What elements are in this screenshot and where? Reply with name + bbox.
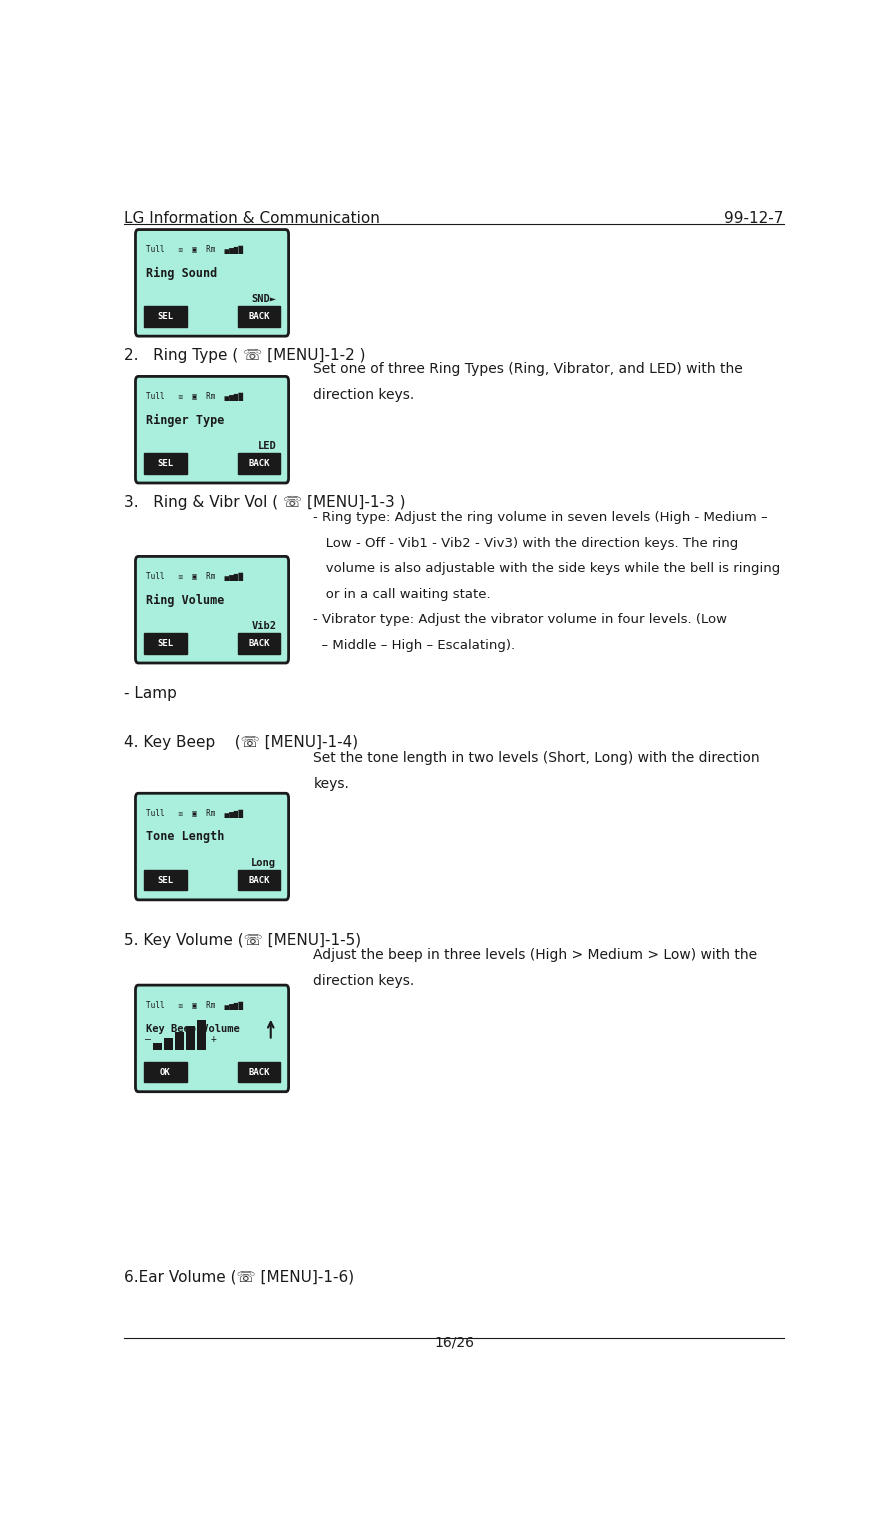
Text: +: + [211,1034,217,1044]
Text: SND►: SND► [252,294,276,305]
Text: BACK: BACK [248,312,269,321]
Text: - Vibrator type: Adjust the vibrator volume in four levels. (Low: - Vibrator type: Adjust the vibrator vol… [314,614,727,626]
Text: 6.Ear Volume (☏ [MENU]-1-6): 6.Ear Volume (☏ [MENU]-1-6) [124,1269,354,1284]
Text: – Middle – High – Escalating).: – Middle – High – Escalating). [314,638,516,652]
Text: Long: Long [252,858,276,867]
Text: LG Information & Communication: LG Information & Communication [124,211,380,226]
Bar [144,871,187,891]
Text: Key Beep Volume: Key Beep Volume [146,1024,240,1034]
Bar [198,1020,206,1050]
Bar [186,1026,195,1050]
Text: Ring Sound: Ring Sound [146,266,218,280]
Text: 4. Key Beep    (☏ [MENU]-1-4): 4. Key Beep (☏ [MENU]-1-4) [124,735,359,751]
Text: Set one of three Ring Types (Ring, Vibrator, and LED) with the: Set one of three Ring Types (Ring, Vibra… [314,363,743,377]
Text: 16/26: 16/26 [434,1337,474,1350]
FancyBboxPatch shape [136,377,289,483]
Text: - Ring type: Adjust the ring volume in seven levels (High - Medium –: - Ring type: Adjust the ring volume in s… [314,512,768,524]
Text: Tull   ☒  ▣  Rm  ▄▅▆▇: Tull ☒ ▣ Rm ▄▅▆▇ [146,392,244,401]
Text: SEL: SEL [157,458,173,468]
Text: LED: LED [258,441,276,451]
Bar [237,1061,280,1083]
FancyBboxPatch shape [136,986,289,1092]
Bar [164,1038,173,1050]
Text: Ring Volume: Ring Volume [146,594,225,606]
Text: Adjust the beep in three levels (High > Medium > Low) with the: Adjust the beep in three levels (High > … [314,949,758,963]
Text: BACK: BACK [248,875,269,884]
Bar [237,634,280,654]
Text: BACK: BACK [248,638,269,647]
Text: direction keys.: direction keys. [314,388,415,403]
Text: BACK: BACK [248,458,269,468]
Text: Set the tone length in two levels (Short, Long) with the direction: Set the tone length in two levels (Short… [314,751,760,764]
Bar [144,306,187,326]
FancyBboxPatch shape [136,229,289,337]
Bar [237,871,280,891]
Text: Tone Length: Tone Length [146,831,225,843]
Text: Low - Off - Vib1 - Vib2 - Viv3) with the direction keys. The ring: Low - Off - Vib1 - Vib2 - Viv3) with the… [314,537,739,551]
Text: Tull   ☒  ▣  Rm  ▄▅▆▇: Tull ☒ ▣ Rm ▄▅▆▇ [146,1001,244,1010]
Bar [144,454,187,474]
Text: SEL: SEL [157,638,173,647]
Text: Ringer Type: Ringer Type [146,414,225,426]
Bar [144,634,187,654]
Text: –: – [145,1034,151,1044]
Text: 2.   Ring Type ( ☏ [MENU]-1-2 ): 2. Ring Type ( ☏ [MENU]-1-2 ) [124,348,366,363]
Bar [237,454,280,474]
Bar [144,1061,187,1083]
Bar [237,306,280,326]
Text: BACK: BACK [248,1067,269,1077]
Bar [175,1032,183,1050]
Text: Tull   ☒  ▣  Rm  ▄▅▆▇: Tull ☒ ▣ Rm ▄▅▆▇ [146,572,244,581]
Text: - Lamp: - Lamp [124,686,177,700]
Bar [153,1043,161,1050]
FancyBboxPatch shape [136,557,289,663]
Text: SEL: SEL [157,875,173,884]
Text: 99-12-7: 99-12-7 [724,211,783,226]
Text: 5. Key Volume (☏ [MENU]-1-5): 5. Key Volume (☏ [MENU]-1-5) [124,934,361,947]
Text: volume is also adjustable with the side keys while the bell is ringing: volume is also adjustable with the side … [314,563,781,575]
FancyBboxPatch shape [136,794,289,900]
Text: SEL: SEL [157,312,173,321]
Text: Tull   ☒  ▣  Rm  ▄▅▆▇: Tull ☒ ▣ Rm ▄▅▆▇ [146,246,244,254]
Text: or in a call waiting state.: or in a call waiting state. [314,588,491,601]
Text: Vib2: Vib2 [252,621,276,631]
Text: keys.: keys. [314,777,349,791]
Text: 3.   Ring & Vibr Vol ( ☏ [MENU]-1-3 ): 3. Ring & Vibr Vol ( ☏ [MENU]-1-3 ) [124,495,406,509]
Text: direction keys.: direction keys. [314,975,415,989]
Text: Tull   ☒  ▣  Rm  ▄▅▆▇: Tull ☒ ▣ Rm ▄▅▆▇ [146,809,244,818]
Text: OK: OK [159,1067,170,1077]
